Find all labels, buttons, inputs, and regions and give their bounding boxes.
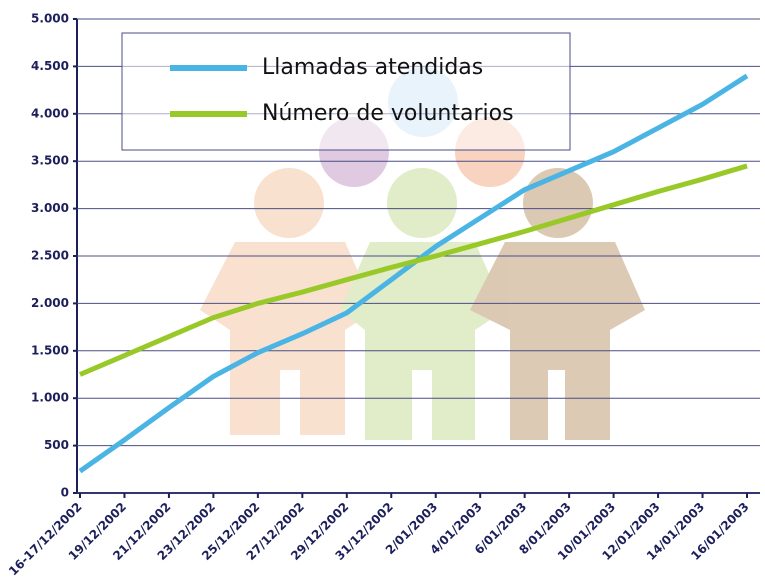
x-tick-label: 16-17/12/2002 — [6, 500, 85, 579]
legend-box — [122, 33, 570, 150]
y-tick-label: 1.500 — [31, 343, 69, 357]
y-tick-label: 2.000 — [31, 296, 69, 310]
y-tick-label: 500 — [44, 438, 69, 452]
y-tick-label: 4.500 — [31, 59, 69, 73]
y-tick-label: 1.000 — [31, 391, 69, 405]
legend-label: Número de voluntarios — [262, 101, 514, 126]
legend-label: Llamadas atendidas — [262, 55, 483, 80]
y-tick-label: 5.000 — [31, 12, 69, 26]
y-tick-label: 4.000 — [31, 106, 69, 120]
y-tick-label: 2.500 — [31, 249, 69, 263]
y-tick-label: 3.000 — [31, 201, 69, 215]
chart: 0 500 1.000 1.500 2.000 2.500 3.000 3.500 4.000 4… — [0, 0, 765, 585]
y-tick-label: 0 — [61, 486, 69, 500]
y-tick-label: 3.500 — [31, 154, 69, 168]
